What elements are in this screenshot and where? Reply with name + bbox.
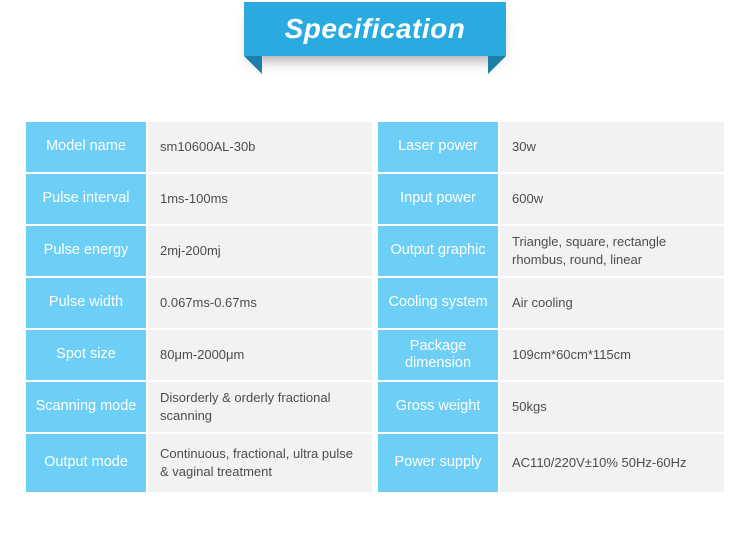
spec-value: 1ms-100ms bbox=[148, 174, 372, 224]
spec-label: Spot size bbox=[26, 330, 146, 380]
table-row: Spot size 80μm-2000μm bbox=[26, 330, 372, 380]
spec-value: Continuous, fractional, ultra pulse & va… bbox=[148, 434, 372, 492]
spec-label: Model name bbox=[26, 122, 146, 172]
spec-label: Package dimension bbox=[378, 330, 498, 380]
spec-value: sm10600AL-30b bbox=[148, 122, 372, 172]
table-row: Pulse width 0.067ms-0.67ms bbox=[26, 278, 372, 328]
spec-value: Triangle, square, rectangle rhombus, rou… bbox=[500, 226, 724, 276]
spec-value: 30w bbox=[500, 122, 724, 172]
spec-label: Scanning mode bbox=[26, 382, 146, 432]
spec-label: Pulse width bbox=[26, 278, 146, 328]
table-row: Scanning mode Disorderly & orderly fract… bbox=[26, 382, 372, 432]
spec-value: Disorderly & orderly fractional scanning bbox=[148, 382, 372, 432]
header-title: Specification bbox=[285, 13, 466, 44]
table-row: Model name sm10600AL-30b bbox=[26, 122, 372, 172]
spec-value: AC110/220V±10% 50Hz-60Hz bbox=[500, 434, 724, 492]
spec-label: Output mode bbox=[26, 434, 146, 492]
header-banner-wrap: Specification bbox=[0, 2, 750, 82]
table-row: Laser power 30w bbox=[378, 122, 724, 172]
table-row: Output graphic Triangle, square, rectang… bbox=[378, 226, 724, 276]
spec-label: Cooling system bbox=[378, 278, 498, 328]
table-row: Cooling system Air cooling bbox=[378, 278, 724, 328]
header-banner: Specification bbox=[244, 2, 506, 56]
spec-value: 109cm*60cm*115cm bbox=[500, 330, 724, 380]
spec-value: Air cooling bbox=[500, 278, 724, 328]
table-row: Package dimension 109cm*60cm*115cm bbox=[378, 330, 724, 380]
table-row: Pulse energy 2mj-200mj bbox=[26, 226, 372, 276]
spec-value: 2mj-200mj bbox=[148, 226, 372, 276]
table-row: Gross weight 50kgs bbox=[378, 382, 724, 432]
spec-label: Input power bbox=[378, 174, 498, 224]
spec-label: Gross weight bbox=[378, 382, 498, 432]
spec-value: 80μm-2000μm bbox=[148, 330, 372, 380]
table-row: Power supply AC110/220V±10% 50Hz-60Hz bbox=[378, 434, 724, 492]
spec-label: Laser power bbox=[378, 122, 498, 172]
table-row: Output mode Continuous, fractional, ultr… bbox=[26, 434, 372, 492]
spec-label: Pulse interval bbox=[26, 174, 146, 224]
spec-label: Power supply bbox=[378, 434, 498, 492]
spec-tables: Model name sm10600AL-30b Pulse interval … bbox=[0, 122, 750, 492]
table-row: Pulse interval 1ms-100ms bbox=[26, 174, 372, 224]
spec-col-left: Model name sm10600AL-30b Pulse interval … bbox=[26, 122, 372, 492]
table-row: Input power 600w bbox=[378, 174, 724, 224]
spec-label: Pulse energy bbox=[26, 226, 146, 276]
spec-value: 0.067ms-0.67ms bbox=[148, 278, 372, 328]
spec-label: Output graphic bbox=[378, 226, 498, 276]
spec-value: 50kgs bbox=[500, 382, 724, 432]
spec-value: 600w bbox=[500, 174, 724, 224]
spec-col-right: Laser power 30w Input power 600w Output … bbox=[378, 122, 724, 492]
